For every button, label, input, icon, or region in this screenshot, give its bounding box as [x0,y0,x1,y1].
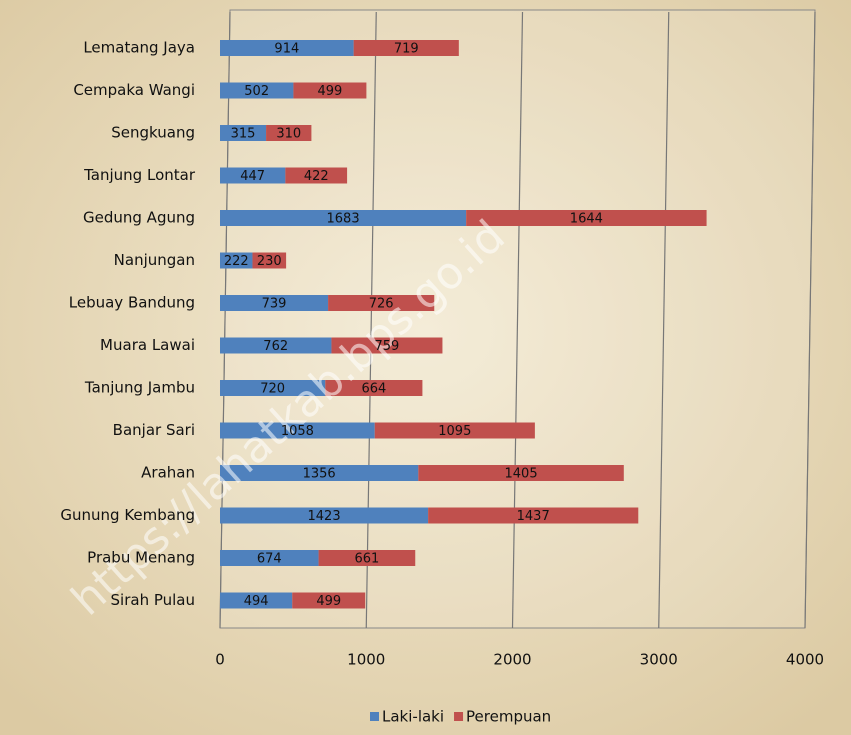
bar [285,167,348,184]
value-label: 1644 [570,212,603,227]
x-tick-label: 3000 [640,651,678,669]
y-tick-label: Sengkuang [111,124,195,142]
value-label: 502 [244,84,269,99]
bar [428,507,639,524]
value-label: 661 [354,552,379,567]
y-tick-label: Nanjungan [114,251,195,269]
value-label: 499 [317,84,342,99]
bar [318,550,416,566]
value-label: 230 [257,254,282,269]
x-tick-label: 1000 [347,651,385,669]
legend-swatch [454,712,464,721]
y-tick-label: Arahan [141,464,195,482]
value-label: 674 [257,552,282,567]
bar [220,592,293,609]
bar [331,337,443,354]
value-label: 1683 [327,212,360,227]
grid-line [511,11,524,629]
y-tick-label: Tanjung Jambu [84,379,195,397]
y-tick-label: Gedung Agung [83,209,195,227]
bar [220,380,326,396]
value-label: 1423 [308,509,341,524]
legend-label: Perempuan [466,708,551,726]
bar [418,465,624,481]
value-label: 1058 [281,424,314,439]
value-label: 499 [316,594,341,609]
y-tick-label: Lematang Jaya [83,39,195,57]
bar [220,82,294,99]
bar [220,507,429,524]
value-label: 1095 [438,424,471,439]
bar [292,592,366,609]
value-label: 315 [231,127,256,142]
y-tick-label: Muara Lawai [100,336,195,354]
bar [220,422,375,439]
bar [220,295,329,311]
legend-swatch [370,712,379,721]
y-tick-label: Lebuay Bandung [69,294,195,312]
bar [220,252,253,269]
value-label: 719 [394,42,419,57]
value-label: 739 [262,297,287,312]
y-tick-label: Tanjung Lontar [83,166,196,184]
bar [293,82,367,99]
bar [466,210,707,226]
bar [220,167,286,184]
value-label: 1356 [303,467,336,482]
bar [220,465,419,481]
grid-line [365,11,377,629]
value-label: 914 [274,42,299,57]
y-tick-label: Prabu Menang [87,549,195,567]
bar [220,210,467,226]
x-tick-label: 4000 [786,651,824,669]
value-label: 1437 [517,509,550,524]
value-label: 762 [263,339,288,354]
y-tick-label: Banjar Sari [113,421,195,439]
x-tick-label: 2000 [493,651,531,669]
value-label: 1405 [505,467,538,482]
value-label: 310 [276,127,301,142]
bar [353,40,459,56]
grid-line [219,11,231,629]
y-tick-label: Cempaka Wangi [73,81,195,99]
bar [220,40,354,56]
bar [374,422,535,439]
value-label: 494 [244,594,269,609]
value-label: 720 [260,382,285,397]
bar [220,550,319,566]
bar [325,380,423,396]
value-label: 726 [369,297,394,312]
value-label: 422 [304,169,329,184]
bar [252,252,287,269]
value-label: 447 [240,169,265,184]
value-label: 222 [224,254,249,269]
bar [266,125,312,141]
value-label: 664 [361,382,386,397]
x-tick-label: 0 [215,651,225,669]
grid-line [804,11,816,629]
grid-line [658,11,670,629]
value-label: 759 [375,339,400,354]
legend-label: Laki-laki [382,708,444,726]
bar [328,295,435,311]
bar [220,337,332,354]
y-tick-label: Sirah Pulau [111,591,195,609]
y-tick-label: Gunung Kembang [60,506,195,524]
bar [220,125,267,141]
